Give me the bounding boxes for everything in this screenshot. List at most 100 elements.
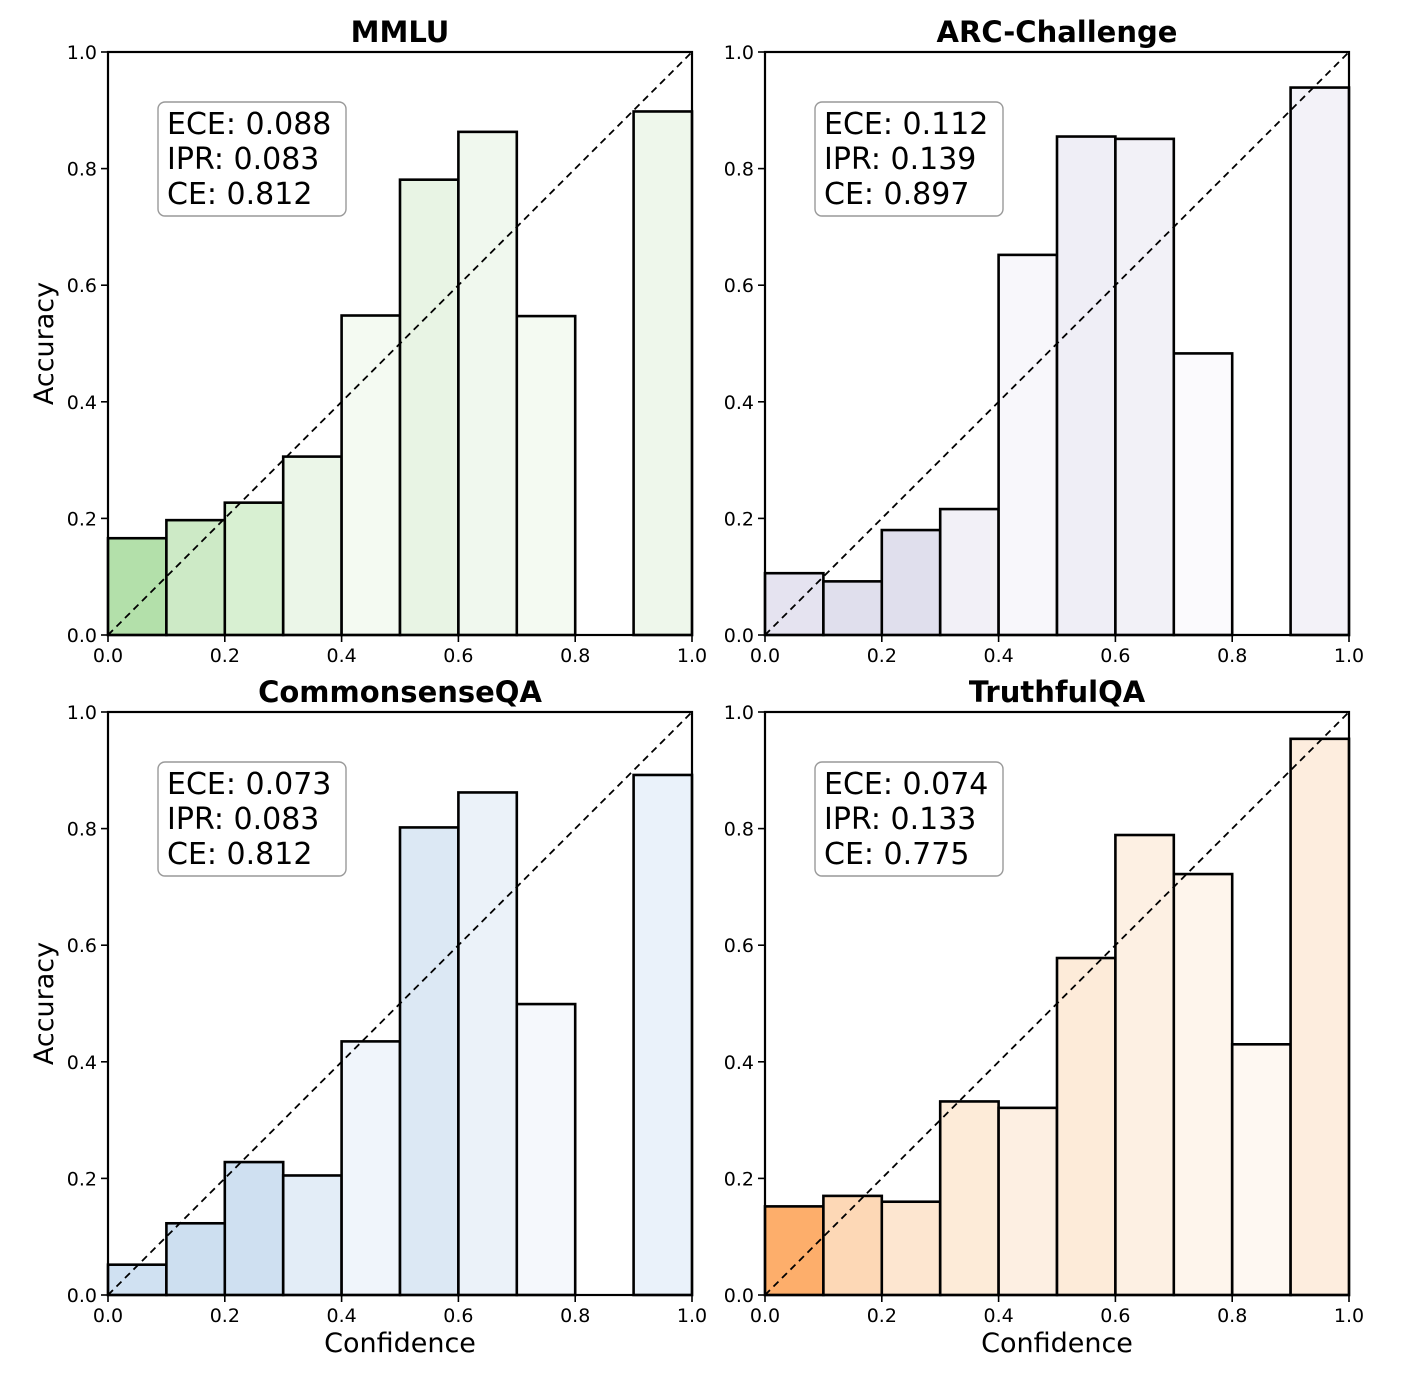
accuracy-bar [457,130,519,637]
accuracy-bar [165,1221,227,1297]
x-tick-label: 0.2 [210,1305,240,1327]
chart-title: TruthfulQA [969,675,1146,709]
metrics-box [157,101,347,217]
accuracy-bar [822,580,884,637]
metric-text: IPR: 0.133 [824,802,976,837]
accuracy-bar [398,178,460,637]
metrics-box [814,761,1004,877]
accuracy-bar [106,1263,168,1297]
accuracy-bar [938,507,1000,637]
accuracy-bar [1055,135,1117,637]
accuracy-bar [632,773,694,1297]
metric-text: ECE: 0.073 [167,767,331,802]
y-axis-label: Accuracy [29,942,60,1065]
x-axis-label: Confidence [324,1328,476,1359]
y-tick-label: 0.8 [67,819,97,841]
x-tick-label: 0.4 [983,1305,1013,1327]
y-tick-label: 0.4 [724,1052,754,1074]
panel-0: 0.0 0.2 0.4 0.6 0.8 1.0 0.0 0.2 0.4 0.6 0.8 1.0 MMLU… [29,15,707,667]
x-tick-label: 0.4 [983,645,1013,667]
axes-frame [106,50,694,637]
x-tick-label: 0.8 [1217,1305,1247,1327]
metric-text: IPR: 0.083 [167,802,319,837]
x-tick-label: 0.2 [867,1305,897,1327]
x-tick-label: 0.0 [750,645,780,667]
accuracy-bar [1172,352,1234,637]
panel-1: 0.0 0.2 0.4 0.6 0.8 1.0 0.0 0.2 0.4 0.6 0.8 1.0 ARC-… [724,15,1364,667]
x-tick-label: 1.0 [1334,1305,1364,1327]
x-tick-label: 0.8 [560,645,590,667]
panel-2: 0.0 0.2 0.4 0.6 0.8 1.0 0.0 0.2 0.4 0.6 0.8 1.0 Comm… [29,675,707,1359]
y-tick-label: 1.0 [724,42,754,64]
x-tick-label: 0.6 [1100,645,1130,667]
y-tick-label: 0.8 [67,159,97,181]
accuracy-bar [281,455,343,637]
x-tick-label: 1.0 [677,1305,707,1327]
x-tick-label: 0.2 [867,645,897,667]
y-tick-label: 0.2 [67,508,97,530]
accuracy-bar [997,1106,1059,1297]
y-tick-label: 0.6 [724,935,754,957]
accuracy-bar [822,1194,884,1297]
x-tick-label: 1.0 [677,645,707,667]
accuracy-bar [1172,872,1234,1297]
axes-frame [106,710,694,1297]
accuracy-bar [457,791,519,1297]
chart-title: CommonsenseQA [258,675,542,709]
metrics-box [157,761,347,877]
y-tick-label: 0.0 [67,625,97,647]
metric-text: CE: 0.897 [824,177,969,212]
metric-text: CE: 0.812 [167,177,312,212]
y-tick-label: 0.0 [67,1285,97,1307]
chart-title: MMLU [351,15,450,49]
accuracy-bar [281,1174,343,1297]
y-tick-label: 0.0 [724,1285,754,1307]
y-tick-label: 0.6 [67,275,97,297]
y-tick-label: 0.2 [724,1168,754,1190]
accuracy-bar [938,1100,1000,1297]
axes-frame [763,710,1351,1297]
x-tick-label: 0.0 [750,1305,780,1327]
accuracy-bar [165,518,227,637]
accuracy-bar [880,1200,942,1297]
accuracy-bar [1289,737,1351,1297]
accuracy-bar [763,1205,825,1297]
chart-title: ARC-Challenge [937,15,1178,49]
accuracy-bar [997,253,1059,637]
metric-text: IPR: 0.139 [824,142,976,177]
y-tick-label: 0.2 [67,1168,97,1190]
x-tick-label: 0.4 [326,645,356,667]
axes-frame [763,50,1351,637]
y-tick-label: 0.6 [67,935,97,957]
accuracy-bar [880,528,942,637]
x-tick-label: 0.8 [560,1305,590,1327]
metric-text: IPR: 0.083 [167,142,319,177]
x-tick-label: 0.6 [1100,1305,1130,1327]
perfect-calibration-line [764,711,1350,1296]
y-tick-label: 1.0 [724,702,754,724]
metric-text: ECE: 0.088 [167,107,331,142]
accuracy-bar [1114,137,1176,637]
metric-text: ECE: 0.112 [824,107,988,142]
accuracy-bar [515,1002,577,1297]
x-tick-label: 0.2 [210,645,240,667]
x-tick-label: 0.4 [326,1305,356,1327]
x-tick-label: 0.8 [1217,645,1247,667]
y-tick-label: 0.8 [724,819,754,841]
metric-text: CE: 0.812 [167,837,312,872]
metric-text: CE: 0.775 [824,837,969,872]
y-tick-label: 0.4 [724,392,754,414]
accuracy-bar [1289,86,1351,637]
y-tick-label: 0.4 [67,392,97,414]
y-tick-label: 0.6 [724,275,754,297]
accuracy-bar [223,501,285,637]
accuracy-bar [632,110,694,637]
y-axis-label: Accuracy [29,282,60,405]
x-tick-label: 0.6 [443,645,473,667]
x-tick-label: 0.0 [93,645,123,667]
accuracy-bar [223,1160,285,1297]
x-tick-label: 0.0 [93,1305,123,1327]
panel-3: 0.0 0.2 0.4 0.6 0.8 1.0 0.0 0.2 0.4 0.6 0.8 1.0 Trut… [724,675,1364,1359]
y-tick-label: 0.0 [724,625,754,647]
